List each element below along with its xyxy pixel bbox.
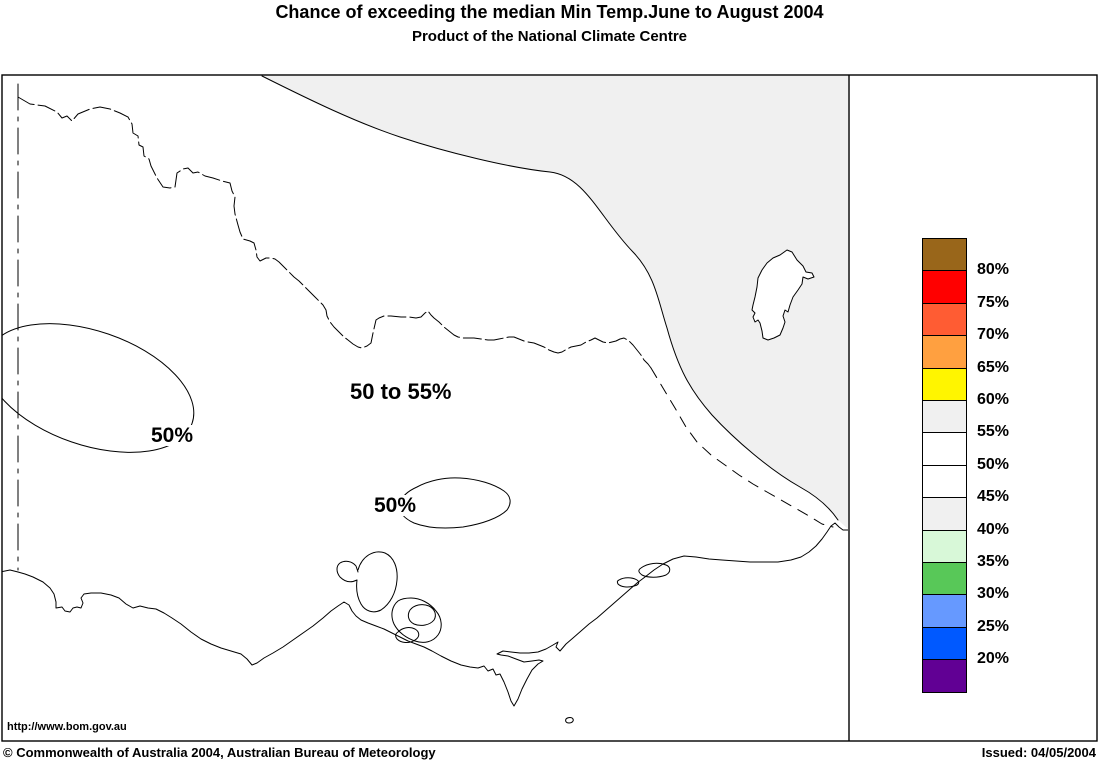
french-island (407, 604, 436, 626)
legend-swatch-8 (922, 497, 967, 531)
legend-swatch-12 (922, 626, 967, 661)
copyright-text: © Commonwealth of Australia 2004, Austra… (3, 745, 436, 760)
page-subtitle: Product of the National Climate Centre (411, 28, 688, 45)
legend-swatch-6 (922, 432, 967, 466)
act-region-outline (751, 249, 815, 341)
legend-swatch-13 (922, 659, 967, 693)
port-phillip-bay (336, 551, 398, 613)
legend-swatch-3 (922, 335, 967, 369)
western-port (391, 597, 442, 643)
contour-55-boundary (261, 75, 839, 521)
legend-swatch-9 (922, 529, 967, 563)
label-region-50-to-55: 50 to 55% (349, 379, 453, 404)
legend-tick-label-30: 30% (977, 585, 1010, 603)
legend-swatch-5 (922, 400, 967, 434)
legend-tick-label-25: 25% (977, 617, 1010, 635)
legend-swatch-2 (922, 302, 967, 337)
legend-tick-label-40: 40% (977, 520, 1010, 538)
map-frame (1, 74, 1098, 742)
coastline-path (2, 522, 848, 707)
legend-swatch-7 (922, 464, 967, 499)
legend-tick-label-70: 70% (977, 326, 1010, 344)
legend-tick-label-80: 80% (977, 261, 1010, 279)
shaded-region-55-60 (262, 76, 848, 529)
legend-tick-label-55: 55% (977, 423, 1010, 441)
legend-swatch-1 (922, 270, 967, 304)
legend-tick-label-60: 60% (977, 391, 1010, 408)
legend-swatch-0 (922, 238, 967, 272)
legend-tick-label-45: 45% (977, 488, 1010, 506)
phillip-island (395, 627, 420, 643)
legend-tick-label-50: 50% (977, 455, 1010, 473)
contour-ellipse-west (2, 323, 195, 453)
gippsland-lakes (616, 562, 671, 588)
label-contour-west-50: 50% (150, 424, 195, 447)
legend-swatch-10 (922, 562, 967, 596)
page-title: Chance of exceeding the median Min Temp.… (275, 2, 824, 22)
legend-swatch-11 (922, 594, 967, 628)
issued-date: Issued: 04/05/2004 (981, 745, 1096, 760)
small-island (565, 717, 574, 724)
legend-tick-label-75: 75% (977, 293, 1010, 311)
legend-swatch-4 (922, 367, 967, 401)
label-contour-central-50: 50% (373, 494, 418, 517)
bom-url-watermark: http://www.bom.gov.au (6, 721, 128, 733)
legend-tick-label-35: 35% (977, 553, 1010, 570)
legend-tick-label-20: 20% (977, 650, 1010, 668)
murray-border (17, 96, 652, 369)
legend-tick-label-65: 65% (977, 358, 1010, 376)
nsw-border (650, 367, 834, 528)
